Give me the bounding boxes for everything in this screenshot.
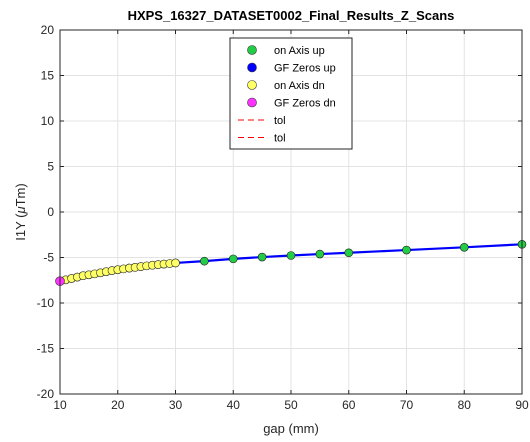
legend-label: on Axis dn (274, 80, 325, 92)
y-tick-label: 0 (47, 205, 54, 219)
legend-label: GF Zeros dn (274, 98, 336, 110)
legend-label: GF Zeros up (274, 63, 336, 75)
on-axis-dn-point (171, 258, 180, 268)
on-axis-up-point (315, 249, 325, 259)
y-tick-label: 5 (47, 160, 54, 174)
x-tick-label: 10 (53, 398, 67, 412)
legend-box (229, 37, 353, 150)
y-tick-label: -5 (43, 251, 54, 265)
on-axis-up-point (344, 248, 354, 258)
y-axis-title-mu: μ (13, 206, 28, 214)
on-axis-up-point (257, 252, 267, 262)
y-tick-label: 15 (41, 69, 55, 83)
y-axis-title-rest: Tm) (13, 183, 28, 206)
y-tick-label: 20 (41, 23, 55, 37)
axis-ticks: 10 20 30 40 50 60 70 80 90 -20 -15 -10 -5 0 5 10 15 20 (37, 23, 529, 412)
legend: on Axis up GF Zeros up on Axis dn GF Zeros … (229, 37, 353, 150)
y-tick-label: -20 (37, 387, 55, 401)
x-tick-label: 60 (342, 398, 356, 412)
x-tick-label: 90 (515, 398, 529, 412)
y-axis-title: I1Y (μTm) (13, 183, 28, 240)
y-tick-label: -15 (37, 342, 55, 356)
legend-swatch (247, 80, 257, 90)
x-tick-label: 30 (169, 398, 183, 412)
on-axis-up-point (200, 256, 209, 266)
on-axis-up-point (459, 243, 469, 252)
chart-title: HXPS_16327_DATASET0002_Final_Results_Z_S… (128, 8, 455, 23)
x-tick-label: 50 (284, 398, 298, 412)
y-tick-label: -10 (37, 296, 55, 310)
y-axis-title-main: I1Y ( (13, 213, 28, 241)
legend-label: on Axis up (274, 45, 325, 57)
legend-label: tol (274, 115, 286, 127)
on-axis-up-point (228, 254, 238, 264)
legend-swatch (247, 97, 257, 108)
y-tick-label: 10 (41, 114, 55, 128)
legend-swatch (247, 45, 257, 55)
x-tick-label: 20 (111, 398, 125, 412)
x-tick-label: 40 (227, 398, 241, 412)
on-axis-up-point (402, 245, 411, 255)
x-tick-label: 80 (458, 398, 472, 412)
legend-swatch (247, 62, 257, 73)
legend-label: tol (274, 133, 286, 145)
x-axis-title: gap (mm) (263, 421, 319, 436)
on-axis-up-point (286, 251, 296, 260)
x-tick-label: 70 (400, 398, 414, 412)
